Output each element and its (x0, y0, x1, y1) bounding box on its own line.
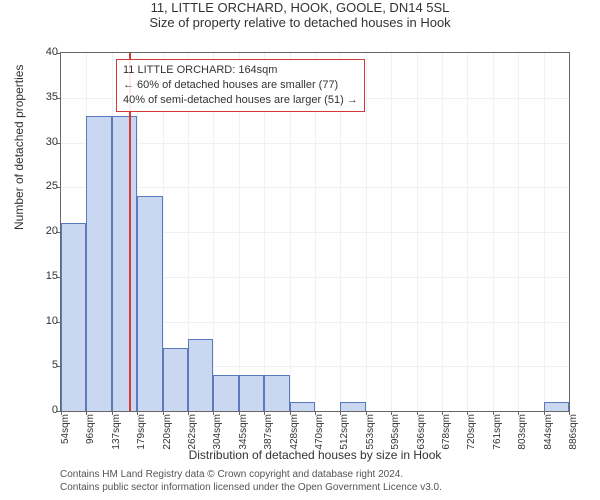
y-tick-label: 20 (30, 225, 58, 237)
histogram-bar (163, 348, 188, 411)
histogram-bar (137, 196, 162, 411)
annotation-line: 40% of semi-detached houses are larger (… (123, 93, 358, 108)
gridline-v (442, 53, 443, 411)
annotation-line: ← 60% of detached houses are smaller (77… (123, 78, 358, 93)
histogram-bar (340, 402, 365, 411)
y-tick-label: 10 (30, 315, 58, 327)
footer-line-1: Contains HM Land Registry data © Crown c… (60, 468, 442, 481)
gridline-v (467, 53, 468, 411)
x-tick-label: 428sqm (289, 414, 300, 454)
x-tick-label: 470sqm (314, 414, 325, 454)
histogram-bar (86, 116, 111, 411)
histogram-bar (188, 339, 213, 411)
chart-subtitle: Size of property relative to detached ho… (0, 15, 600, 30)
gridline-v (417, 53, 418, 411)
x-tick-label: 54sqm (60, 414, 71, 454)
x-tick-label: 595sqm (390, 414, 401, 454)
y-tick-label: 5 (30, 359, 58, 371)
x-tick-label: 803sqm (517, 414, 528, 454)
histogram-chart: 11, LITTLE ORCHARD, HOOK, GOOLE, DN14 5S… (0, 0, 600, 500)
histogram-bar (112, 116, 137, 411)
gridline-v (366, 53, 367, 411)
x-tick-label: 96sqm (85, 414, 96, 454)
x-tick-label: 220sqm (162, 414, 173, 454)
gridline-v (391, 53, 392, 411)
x-tick-label: 179sqm (136, 414, 147, 454)
y-tick-label: 35 (30, 91, 58, 103)
x-tick-label: 886sqm (568, 414, 579, 454)
footer-attribution: Contains HM Land Registry data © Crown c… (60, 468, 442, 494)
x-tick-label: 512sqm (339, 414, 350, 454)
x-tick-label: 720sqm (466, 414, 477, 454)
x-tick-label: 553sqm (365, 414, 376, 454)
gridline-v (493, 53, 494, 411)
x-tick-label: 844sqm (543, 414, 554, 454)
gridline-v (544, 53, 545, 411)
y-tick-label: 40 (30, 46, 58, 58)
x-tick-label: 387sqm (263, 414, 274, 454)
histogram-bar (264, 375, 289, 411)
plot-area: 11 LITTLE ORCHARD: 164sqm← 60% of detach… (60, 52, 570, 412)
histogram-bar (544, 402, 569, 411)
x-tick-label: 304sqm (212, 414, 223, 454)
y-axis-label: Number of detached properties (12, 65, 26, 230)
y-tick-label: 15 (30, 270, 58, 282)
y-tick-label: 30 (30, 136, 58, 148)
x-tick-label: 262sqm (187, 414, 198, 454)
footer-line-2: Contains public sector information licen… (60, 481, 442, 494)
annotation-line: 11 LITTLE ORCHARD: 164sqm (123, 63, 358, 78)
y-tick-label: 25 (30, 180, 58, 192)
histogram-bar (61, 223, 86, 411)
x-tick-label: 761sqm (492, 414, 503, 454)
histogram-bar (290, 402, 315, 411)
annotation-box: 11 LITTLE ORCHARD: 164sqm← 60% of detach… (116, 59, 365, 112)
histogram-bar (213, 375, 238, 411)
x-tick-label: 137sqm (111, 414, 122, 454)
x-tick-label: 636sqm (416, 414, 427, 454)
x-tick-label: 678sqm (441, 414, 452, 454)
x-tick-label: 345sqm (238, 414, 249, 454)
y-tick-label: 0 (30, 404, 58, 416)
chart-title: 11, LITTLE ORCHARD, HOOK, GOOLE, DN14 5S… (0, 0, 600, 15)
histogram-bar (239, 375, 264, 411)
gridline-v (518, 53, 519, 411)
